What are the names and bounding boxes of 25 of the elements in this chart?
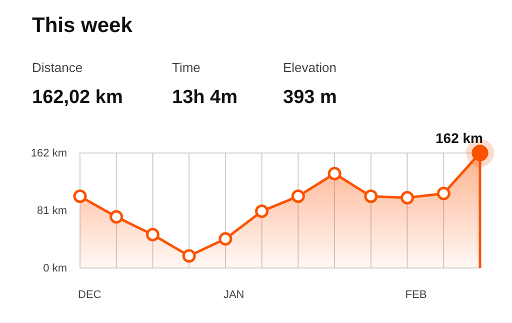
point xyxy=(364,190,378,204)
point xyxy=(110,210,124,224)
text: 13h 4m xyxy=(172,87,238,108)
text: 162,02 km xyxy=(32,87,123,108)
text: 393 m xyxy=(283,87,337,108)
text: 162 km xyxy=(436,130,483,146)
text: Distance xyxy=(32,60,83,75)
point xyxy=(436,186,450,200)
point xyxy=(73,190,87,204)
x-tick-label: DEC xyxy=(78,288,102,301)
point xyxy=(146,228,160,242)
text: Time xyxy=(172,60,200,75)
text: Elevation xyxy=(283,60,336,75)
point xyxy=(218,232,232,246)
y-tick-label: 81 km xyxy=(37,205,67,218)
point xyxy=(255,204,269,218)
x-tick-label: JAN xyxy=(223,288,244,301)
point xyxy=(400,190,414,204)
x-tick-label: FEB xyxy=(405,288,427,301)
y-tick-label: 0 km xyxy=(43,262,67,275)
point xyxy=(291,190,305,204)
point xyxy=(182,249,196,263)
point xyxy=(328,166,342,180)
chart-title: This week xyxy=(32,14,133,37)
y-tick-label: 162 km xyxy=(30,148,67,160)
